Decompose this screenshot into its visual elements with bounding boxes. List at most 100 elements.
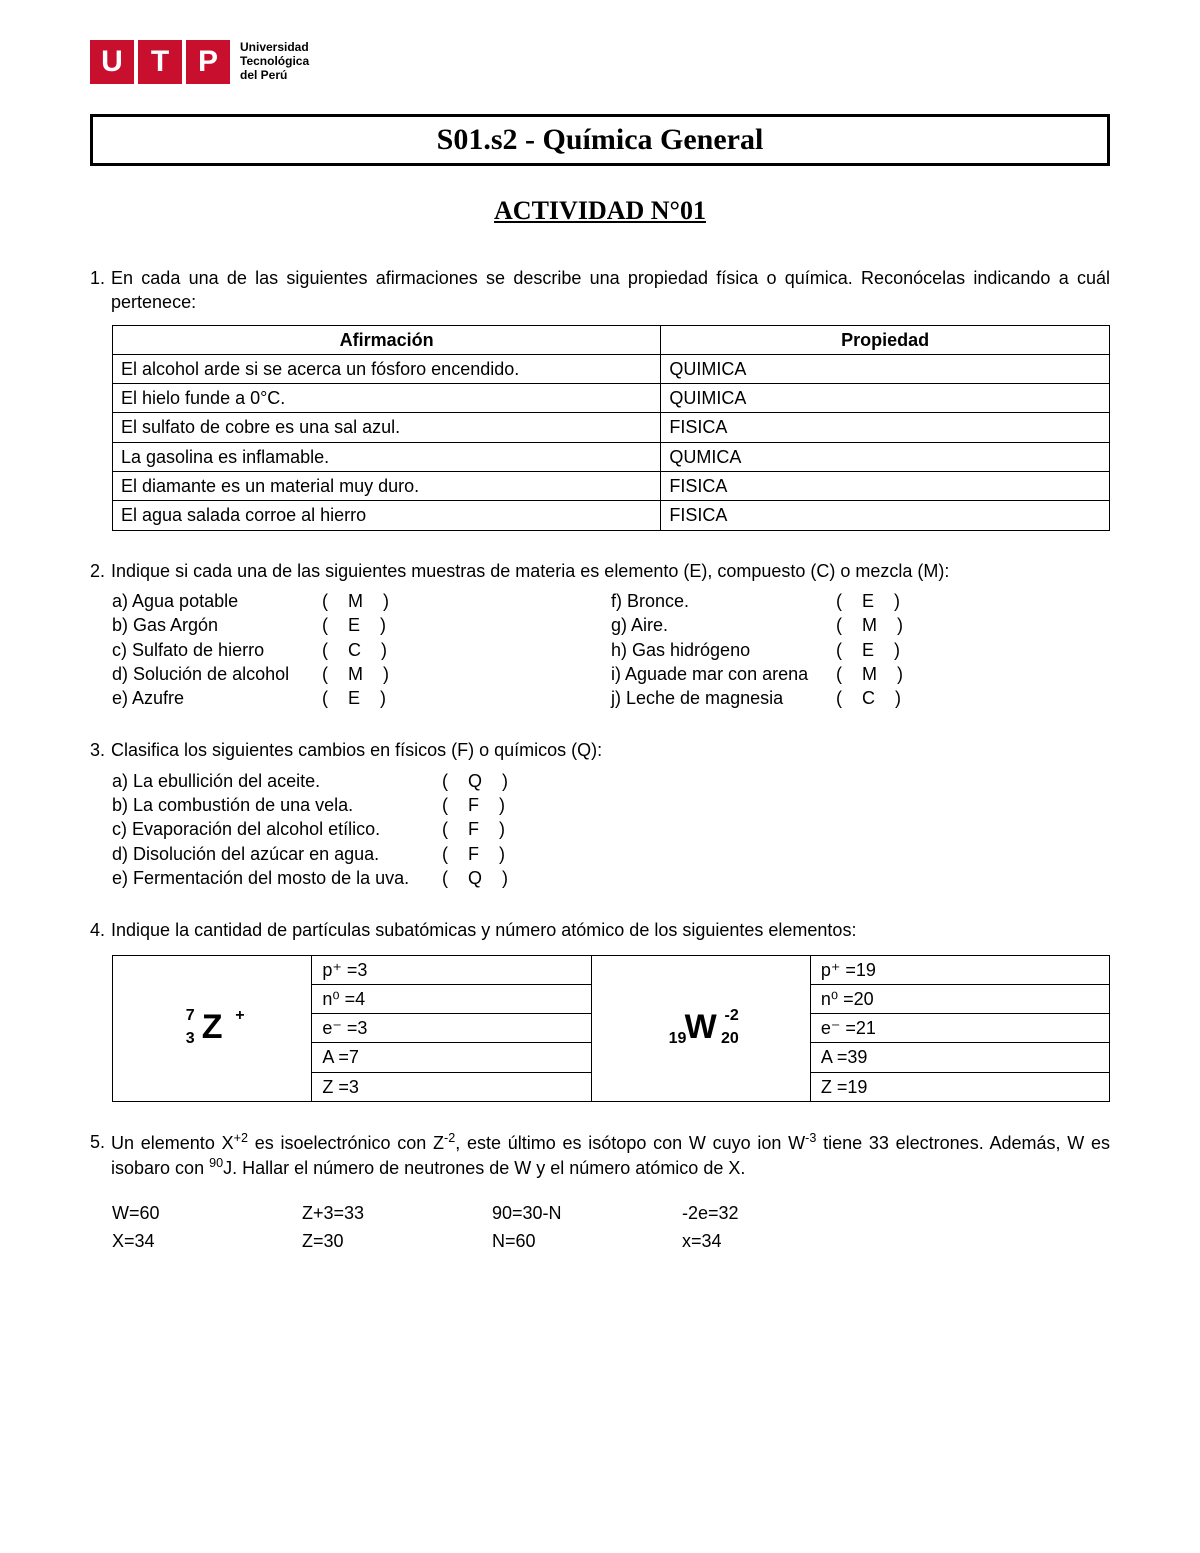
- item-label: a) Agua potable: [112, 589, 322, 613]
- q3-list: a) La ebullición del aceite.( Q )b) La c…: [112, 769, 1110, 890]
- q1-cell: El alcohol arde si se acerca un fósforo …: [113, 354, 661, 383]
- q4-element-z: 7 3 Z +: [113, 955, 312, 1101]
- list-item: e) Fermentación del mosto de la uva.( Q …: [112, 866, 1110, 890]
- q1-header-propiedad: Propiedad: [661, 325, 1110, 354]
- item-answer: ( E ): [322, 686, 386, 710]
- list-item: b) La combustión de una vela.( F ): [112, 793, 1110, 817]
- q4-table: 7 3 Z + p⁺ =3 19 W -2 20 p⁺ =19: [112, 955, 1110, 1102]
- question-2: 2. Indique si cada una de las siguientes…: [90, 559, 1110, 711]
- q4-cell: n⁰ =20: [810, 984, 1109, 1013]
- table-row: La gasolina es inflamable.QUMICA: [113, 442, 1110, 471]
- item-answer: ( F ): [442, 817, 505, 841]
- q4-cell: n⁰ =4: [312, 984, 591, 1013]
- list-item: g) Aire.( M ): [611, 613, 1110, 637]
- q4-num: 4.: [90, 918, 105, 942]
- page-title: S01.s2 - Química General: [90, 114, 1110, 166]
- q1-cell: La gasolina es inflamable.: [113, 442, 661, 471]
- calc-value: 90=30-N: [492, 1201, 622, 1225]
- w-postsup: -2: [725, 1005, 739, 1027]
- item-label: g) Aire.: [611, 613, 836, 637]
- item-label: f) Bronce.: [611, 589, 836, 613]
- q4-cell: A =39: [810, 1043, 1109, 1072]
- table-row: El sulfato de cobre es una sal azul.FISI…: [113, 413, 1110, 442]
- list-item: c) Sulfato de hierro( C ): [112, 638, 611, 662]
- logo-line2: Tecnológica: [240, 55, 309, 69]
- table-row: El agua salada corroe al hierroFISICA: [113, 501, 1110, 530]
- q4-cell: e⁻ =21: [810, 1014, 1109, 1043]
- q1-header-afirmacion: Afirmación: [113, 325, 661, 354]
- list-item: d) Solución de alcohol( M ): [112, 662, 611, 686]
- q1-cell: FISICA: [661, 472, 1110, 501]
- list-item: f) Bronce.( E ): [611, 589, 1110, 613]
- logo-boxes: U T P: [90, 40, 230, 84]
- q4-element-w: 19 W -2 20: [591, 955, 810, 1101]
- logo-line3: del Perú: [240, 69, 309, 83]
- q1-cell: El hielo funde a 0°C.: [113, 384, 661, 413]
- q2-right-col: f) Bronce.( E )g) Aire.( M )h) Gas hidró…: [611, 589, 1110, 710]
- q5-text: Un elemento X+2 es isoelectrónico con Z-…: [111, 1130, 1110, 1181]
- q1-cell: El agua salada corroe al hierro: [113, 501, 661, 530]
- list-item: a) Agua potable( M ): [112, 589, 611, 613]
- item-label: e) Azufre: [112, 686, 322, 710]
- item-label: d) Disolución del azúcar en agua.: [112, 842, 442, 866]
- q5-calc: W=60Z+3=3390=30-N-2e=32 X=34Z=30N=60x=34: [90, 1201, 1110, 1254]
- item-answer: ( M ): [836, 662, 903, 686]
- q1-cell: FISICA: [661, 501, 1110, 530]
- question-4: 4. Indique la cantidad de partículas sub…: [90, 918, 1110, 1102]
- q1-cell: QUIMICA: [661, 354, 1110, 383]
- table-header-row: Afirmación Propiedad: [113, 325, 1110, 354]
- q4-cell: p⁺ =19: [810, 955, 1109, 984]
- q1-cell: QUMICA: [661, 442, 1110, 471]
- item-label: e) Fermentación del mosto de la uva.: [112, 866, 442, 890]
- q4-cell: Z =19: [810, 1072, 1109, 1101]
- q2-text: Indique si cada una de las siguientes mu…: [111, 559, 1110, 583]
- z-presub: 3: [186, 1028, 195, 1050]
- item-answer: ( E ): [322, 613, 386, 637]
- item-label: c) Evaporación del alcohol etílico.: [112, 817, 442, 841]
- item-answer: ( F ): [442, 793, 505, 817]
- item-label: c) Sulfato de hierro: [112, 638, 322, 662]
- item-answer: ( C ): [322, 638, 387, 662]
- item-answer: ( E ): [836, 638, 900, 662]
- list-item: e) Azufre( E ): [112, 686, 611, 710]
- w-letter: W: [685, 1008, 717, 1046]
- list-item: h) Gas hidrógeno( E ): [611, 638, 1110, 662]
- list-item: a) La ebullición del aceite.( Q ): [112, 769, 1110, 793]
- logo-letter-u: U: [90, 40, 134, 84]
- question-5: 5. Un elemento X+2 es isoelectrónico con…: [90, 1130, 1110, 1253]
- q4-cell: e⁻ =3: [312, 1014, 591, 1043]
- q1-table: Afirmación Propiedad El alcohol arde si …: [112, 325, 1110, 531]
- item-answer: ( M ): [836, 613, 903, 637]
- item-label: a) La ebullición del aceite.: [112, 769, 442, 793]
- q1-cell: El diamante es un material muy duro.: [113, 472, 661, 501]
- q4-cell: Z =3: [312, 1072, 591, 1101]
- z-letter: Z: [202, 1008, 223, 1046]
- item-answer: ( E ): [836, 589, 900, 613]
- q4-cell: A =7: [312, 1043, 591, 1072]
- calc-value: -2e=32: [682, 1201, 812, 1225]
- list-item: c) Evaporación del alcohol etílico.( F ): [112, 817, 1110, 841]
- w-presub: 19: [669, 1028, 687, 1050]
- item-label: b) La combustión de una vela.: [112, 793, 442, 817]
- table-row: El hielo funde a 0°C.QUIMICA: [113, 384, 1110, 413]
- item-answer: ( M ): [322, 662, 389, 686]
- q1-text: En cada una de las siguientes afirmacion…: [111, 266, 1110, 315]
- item-answer: ( Q ): [442, 769, 508, 793]
- q2-num: 2.: [90, 559, 105, 583]
- calc-value: N=60: [492, 1229, 622, 1253]
- item-label: d) Solución de alcohol: [112, 662, 322, 686]
- item-label: j) Leche de magnesia: [611, 686, 836, 710]
- q2-left-col: a) Agua potable( M )b) Gas Argón( E )c) …: [112, 589, 611, 710]
- calc-value: X=34: [112, 1229, 242, 1253]
- z-postsup: +: [235, 1005, 244, 1027]
- item-answer: ( F ): [442, 842, 505, 866]
- list-item: b) Gas Argón( E ): [112, 613, 611, 637]
- item-label: b) Gas Argón: [112, 613, 322, 637]
- logo-letter-t: T: [138, 40, 182, 84]
- table-row: El alcohol arde si se acerca un fósforo …: [113, 354, 1110, 383]
- logo-text: Universidad Tecnológica del Perú: [240, 41, 309, 82]
- question-3: 3. Clasifica los siguientes cambios en f…: [90, 738, 1110, 890]
- calc-value: x=34: [682, 1229, 812, 1253]
- w-postsub: 20: [721, 1028, 739, 1050]
- item-label: i) Aguade mar con arena: [611, 662, 836, 686]
